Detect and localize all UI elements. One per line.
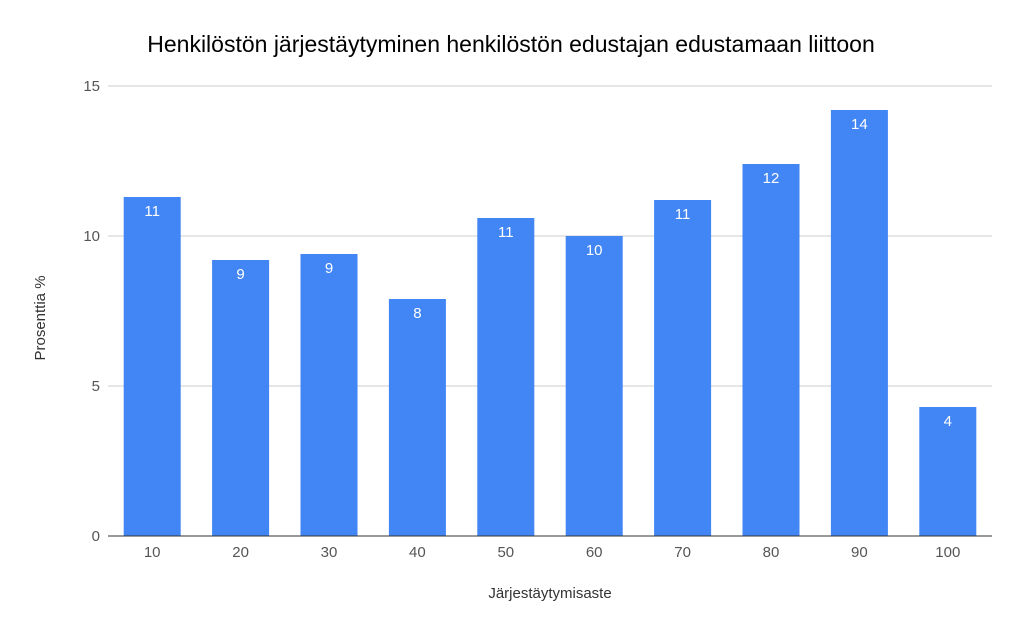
- data-labels: 11 9 9 8 11 10 11 12 14 4: [144, 116, 952, 430]
- x-tick-label: 70: [674, 544, 691, 561]
- y-tick-label: 5: [92, 378, 100, 395]
- bar: [123, 197, 181, 536]
- bar: [565, 236, 623, 536]
- x-tick-label: 50: [497, 544, 514, 561]
- x-tick-label: 80: [763, 544, 780, 561]
- bar-data-label: 12: [763, 170, 780, 187]
- x-axis-title: Järjestäytymisaste: [488, 585, 611, 602]
- x-tick-label: 40: [409, 544, 426, 561]
- x-tick-label: 60: [586, 544, 603, 561]
- bar: [919, 407, 977, 536]
- y-tick-label: 15: [83, 78, 100, 95]
- x-axis-ticks: 10 20 30 40 50 60 70 80 90 100: [144, 544, 960, 561]
- bar-data-label: 8: [413, 305, 421, 322]
- x-tick-label: 20: [232, 544, 249, 561]
- bar: [742, 164, 800, 536]
- x-tick-label: 100: [935, 544, 960, 561]
- y-axis-ticks: 0 5 10 15: [83, 78, 100, 545]
- bar-data-label: 11: [144, 203, 160, 220]
- bar: [830, 110, 888, 536]
- y-tick-label: 0: [92, 528, 100, 545]
- chart-title: Henkilöstön järjestäytyminen henkilöstön…: [147, 31, 875, 57]
- bar: [654, 200, 712, 536]
- bar-data-label: 9: [325, 260, 333, 277]
- y-axis-title: Prosenttia %: [32, 275, 49, 360]
- bar-data-label: 4: [944, 413, 952, 430]
- y-tick-label: 10: [83, 228, 100, 245]
- x-tick-label: 30: [321, 544, 338, 561]
- bar: [388, 299, 446, 536]
- bar: [212, 260, 270, 536]
- bar: [477, 218, 535, 536]
- bar-data-label: 14: [851, 116, 868, 133]
- bar-data-label: 11: [675, 206, 691, 223]
- bar-data-label: 11: [498, 224, 514, 241]
- bar-data-label: 10: [586, 242, 603, 259]
- bars: [123, 110, 977, 536]
- x-tick-label: 90: [851, 544, 868, 561]
- x-tick-label: 10: [144, 544, 161, 561]
- bar: [300, 254, 358, 536]
- bar-data-label: 9: [236, 266, 244, 283]
